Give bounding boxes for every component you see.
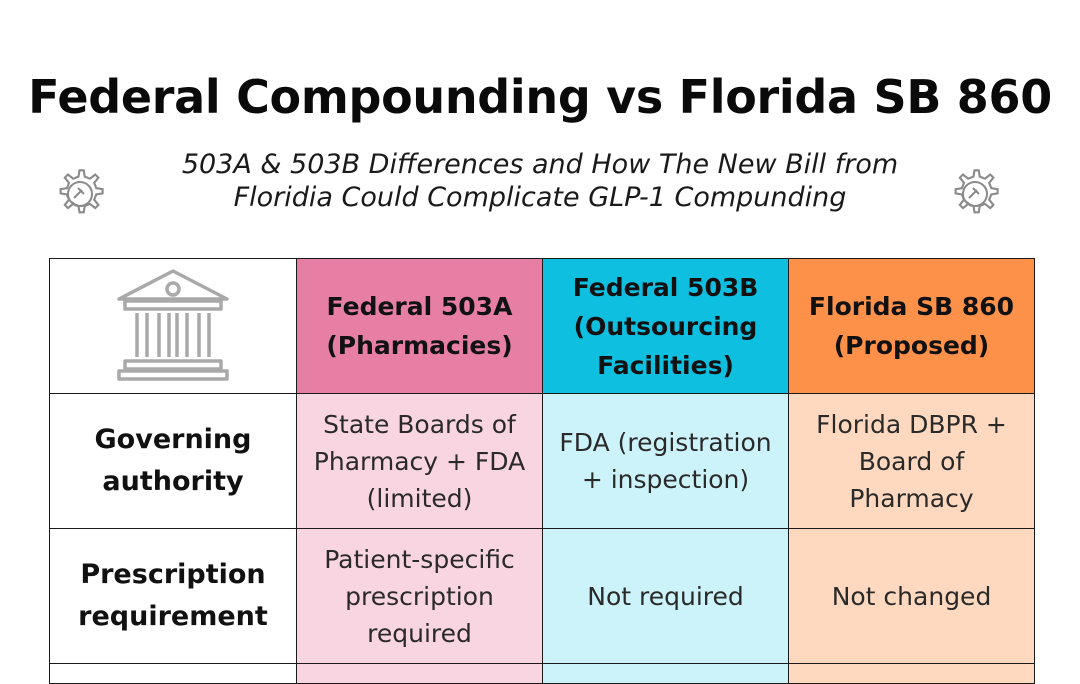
row-label-cell-empty xyxy=(49,663,297,684)
cell-503a-partial xyxy=(296,663,543,684)
page-title: Federal Compounding vs Florida SB 860 xyxy=(28,70,1052,124)
row-label-prescription-requirement: Prescription requirement xyxy=(49,528,297,664)
corner-cell xyxy=(49,258,297,394)
cell-503b-governing: FDA (registration + inspection) xyxy=(542,393,789,529)
cell-florida-governing: Florida DBPR + Board of Pharmacy xyxy=(788,393,1035,529)
header-federal-503a: Federal 503A (Pharmacies) xyxy=(296,258,543,394)
cell-503b-prescription: Not required xyxy=(542,528,789,664)
row-label-governing-authority: Governing authority xyxy=(49,393,297,529)
cell-florida-prescription: Not changed xyxy=(788,528,1035,664)
page-subtitle: 503A & 503B Differences and How The New … xyxy=(120,148,960,214)
table-row: Prescription requirement Patient-specifi… xyxy=(49,528,1035,664)
gear-gavel-icon xyxy=(59,169,104,214)
subtitle-line-1: 503A & 503B Differences and How The New … xyxy=(181,149,899,180)
comparison-table: Federal 503A (Pharmacies) Federal 503B (… xyxy=(49,258,1035,684)
table-row-partial xyxy=(49,663,1035,684)
subtitle-line-2: Floridia Could Complicate GLP-1 Compundi… xyxy=(233,182,847,213)
cell-503b-partial xyxy=(542,663,789,684)
header-federal-503b: Federal 503B (Outsourcing Facilities) xyxy=(542,258,789,394)
government-building-icon xyxy=(117,269,229,381)
header-florida-sb860: Florida SB 860 (Proposed) xyxy=(788,258,1035,394)
table-header-row: Federal 503A (Pharmacies) Federal 503B (… xyxy=(49,258,1035,394)
cell-503a-prescription: Patient-specific prescription required xyxy=(296,528,543,664)
gear-gavel-icon xyxy=(954,169,999,214)
cell-503a-governing: State Boards of Pharmacy + FDA (limited) xyxy=(296,393,543,529)
table-row: Governing authority State Boards of Phar… xyxy=(49,393,1035,529)
cell-florida-partial xyxy=(788,663,1035,684)
